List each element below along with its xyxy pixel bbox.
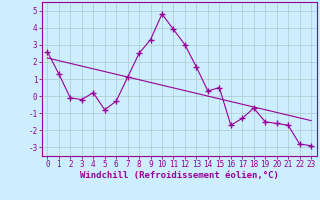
X-axis label: Windchill (Refroidissement éolien,°C): Windchill (Refroidissement éolien,°C) <box>80 171 279 180</box>
